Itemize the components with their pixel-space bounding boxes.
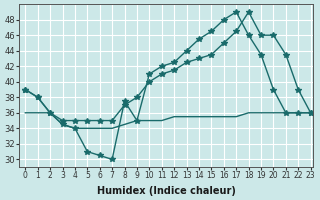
X-axis label: Humidex (Indice chaleur): Humidex (Indice chaleur) [97,186,236,196]
